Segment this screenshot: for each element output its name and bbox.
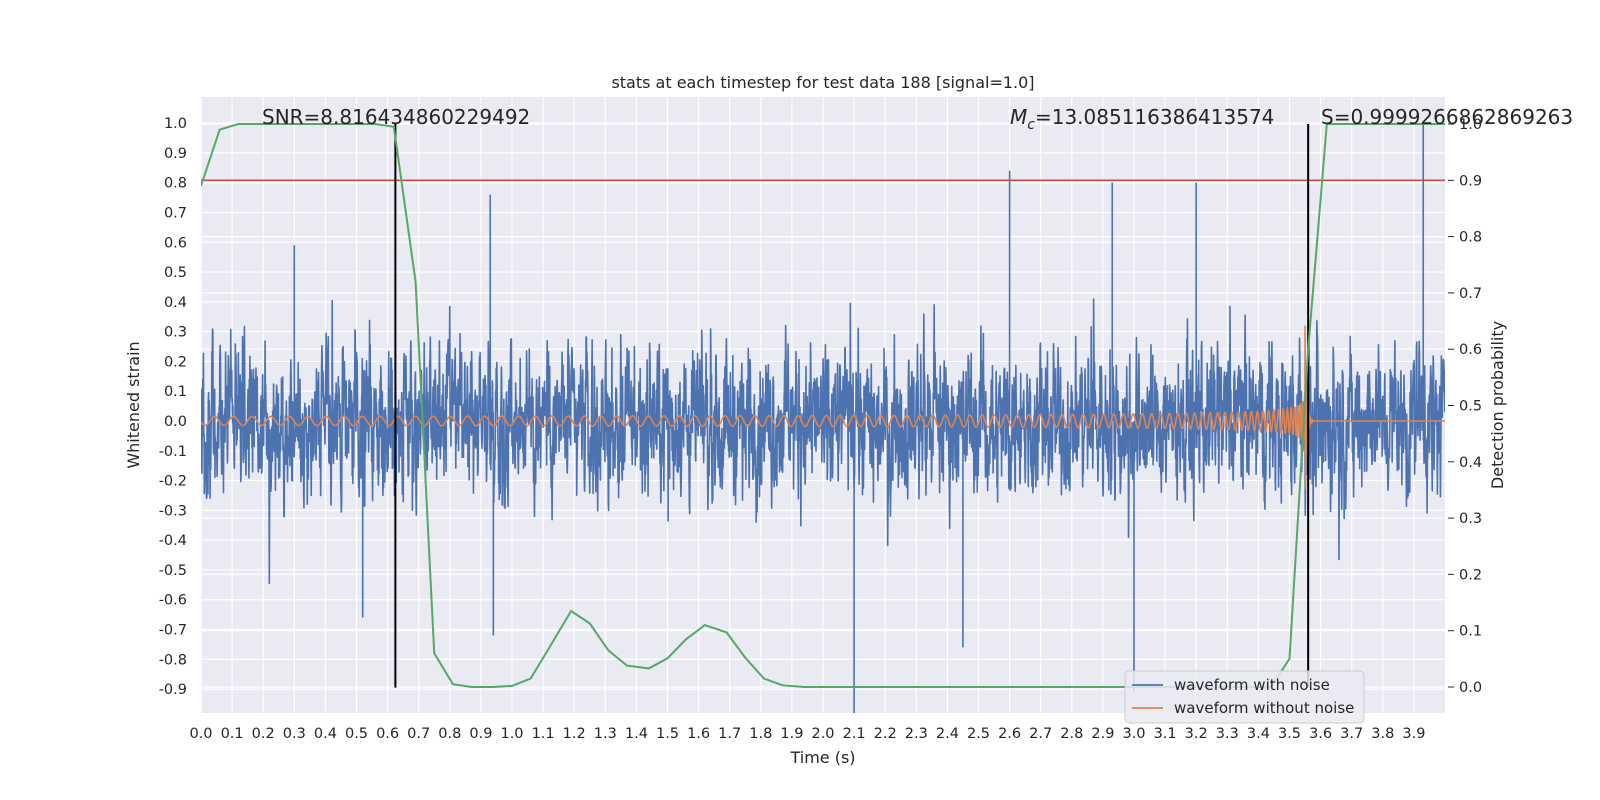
y-tick-label: -0.7 bbox=[159, 623, 187, 639]
s-annotation: S=0.9999266862869263 bbox=[1321, 105, 1573, 129]
x-tick-label: 3.4 bbox=[1247, 726, 1270, 742]
x-tick-label: 3.3 bbox=[1216, 726, 1239, 742]
x-tick-label: 3.6 bbox=[1309, 726, 1332, 742]
y-tick-label: 0.0 bbox=[164, 414, 187, 430]
y-tick-label: 0.8 bbox=[164, 176, 187, 192]
x-tick-label: 0.2 bbox=[252, 726, 275, 742]
y-tick-label: -0.3 bbox=[159, 503, 187, 519]
x-tick-label: 3.0 bbox=[1122, 726, 1145, 742]
y-tick-label: 0.4 bbox=[164, 295, 187, 311]
y2-tick-label: 0.1 bbox=[1459, 624, 1482, 640]
x-axis-label: Time (s) bbox=[789, 748, 855, 767]
x-tick-label: 3.2 bbox=[1185, 726, 1208, 742]
y-tick-label: 0.3 bbox=[164, 325, 187, 341]
mc-symbol: M bbox=[1010, 105, 1027, 129]
y2-tick-label: 1.0 bbox=[1459, 117, 1482, 133]
x-tick-label: 2.6 bbox=[998, 726, 1021, 742]
y-tick-label: 0.7 bbox=[164, 205, 187, 221]
series-waveform-with-noise bbox=[201, 123, 1445, 713]
y-tick-label: 0.5 bbox=[164, 265, 187, 281]
y2-axis-label: Detection probability bbox=[1488, 321, 1507, 489]
x-tick-label: 0.0 bbox=[189, 726, 212, 742]
x-tick-label: 1.3 bbox=[594, 726, 617, 742]
y-tick-label: 0.6 bbox=[164, 235, 187, 251]
x-tick-label: 0.8 bbox=[438, 726, 461, 742]
x-tick-label: 2.3 bbox=[905, 726, 928, 742]
x-tick-label: 0.9 bbox=[469, 726, 492, 742]
y-tick-label: -0.4 bbox=[159, 533, 187, 549]
x-tick-label: 3.5 bbox=[1278, 726, 1301, 742]
mc-subscript: c bbox=[1027, 117, 1035, 133]
x-tick-label: 1.5 bbox=[656, 726, 679, 742]
x-tick-label: 0.4 bbox=[314, 726, 337, 742]
snr-annotation: SNR=8.816434860229492 bbox=[262, 105, 530, 129]
x-tick-label: 2.8 bbox=[1060, 726, 1083, 742]
y-tick-label: -0.1 bbox=[159, 444, 187, 460]
x-tick-label: 2.4 bbox=[936, 726, 959, 742]
y-tick-label: -0.8 bbox=[159, 652, 187, 668]
y2-tick-label: 0.7 bbox=[1459, 286, 1482, 302]
y2-axis-ticks: 1.0 0.9 0.8 0.7 0.6 0.5 0.4 0.3 0.2 0.1 0.0 bbox=[1448, 117, 1482, 696]
y2-tick-label: 0.3 bbox=[1459, 511, 1482, 527]
y-tick-label: -0.9 bbox=[159, 682, 187, 698]
series-waveform-without-noise bbox=[201, 325, 1445, 490]
y2-tick-label: 0.2 bbox=[1459, 567, 1482, 583]
x-tick-label: 0.7 bbox=[407, 726, 430, 742]
y2-tick-label: 0.6 bbox=[1459, 342, 1482, 358]
legend-label-noise: waveform with noise bbox=[1174, 676, 1330, 694]
y-tick-label: 0.1 bbox=[164, 384, 187, 400]
x-axis-ticks: 0.0 0.1 0.2 0.3 0.4 0.5 0.6 0.7 0.8 0.9 1.0 1.1 1.2 1… bbox=[189, 726, 1425, 742]
y2-tick-label: 0.0 bbox=[1459, 680, 1482, 696]
y-tick-label: -0.2 bbox=[159, 474, 187, 490]
x-tick-label: 1.6 bbox=[687, 726, 710, 742]
y-tick-label: -0.5 bbox=[159, 563, 187, 579]
legend: waveform with noise waveform without noi… bbox=[1124, 670, 1365, 724]
y-tick-label: 1.0 bbox=[164, 116, 187, 132]
legend-box bbox=[1124, 670, 1365, 724]
y-tick-label: 0.9 bbox=[164, 146, 187, 162]
mc-annotation: Mc=13.085116386413574 bbox=[1010, 105, 1274, 133]
x-tick-label: 3.9 bbox=[1402, 726, 1425, 742]
x-tick-label: 1.2 bbox=[563, 726, 586, 742]
x-tick-label: 3.7 bbox=[1340, 726, 1363, 742]
y2-tick-label: 0.9 bbox=[1459, 173, 1482, 189]
x-tick-label: 1.0 bbox=[500, 726, 523, 742]
legend-label-clean: waveform without noise bbox=[1174, 699, 1354, 717]
x-tick-label: 2.2 bbox=[874, 726, 897, 742]
y2-tick-label: 0.5 bbox=[1459, 399, 1482, 415]
x-tick-label: 0.1 bbox=[221, 726, 244, 742]
y-tick-label: 0.2 bbox=[164, 354, 187, 370]
x-tick-label: 1.8 bbox=[749, 726, 772, 742]
x-tick-label: 3.1 bbox=[1154, 726, 1177, 742]
y2-tick-label: 0.8 bbox=[1459, 230, 1482, 246]
x-tick-label: 2.1 bbox=[843, 726, 866, 742]
x-tick-label: 0.3 bbox=[283, 726, 306, 742]
mc-value: =13.085116386413574 bbox=[1035, 105, 1274, 129]
y-tick-label: -0.6 bbox=[159, 593, 187, 609]
x-tick-label: 0.5 bbox=[345, 726, 368, 742]
y2-tick-label: 0.4 bbox=[1459, 455, 1482, 471]
x-tick-label: 1.7 bbox=[718, 726, 741, 742]
series-detection-probability bbox=[201, 123, 1445, 688]
x-tick-label: 2.9 bbox=[1091, 726, 1114, 742]
y-axis-ticks: 1.0 0.9 0.8 0.7 0.6 0.5 0.4 0.3 0.2 0.1 0.0 -0.1 -0.… bbox=[159, 116, 187, 698]
x-tick-label: 2.7 bbox=[1029, 726, 1052, 742]
y-axis-label: Whitened strain bbox=[124, 341, 143, 468]
x-tick-label: 2.5 bbox=[967, 726, 990, 742]
x-tick-label: 1.1 bbox=[532, 726, 555, 742]
x-tick-label: 0.6 bbox=[376, 726, 399, 742]
chart-title: stats at each timestep for test data 188… bbox=[611, 73, 1034, 92]
x-tick-label: 1.9 bbox=[780, 726, 803, 742]
x-tick-label: 1.4 bbox=[625, 726, 648, 742]
vertical-markers bbox=[394, 124, 1310, 688]
x-tick-label: 3.8 bbox=[1371, 726, 1394, 742]
x-tick-label: 2.0 bbox=[811, 726, 834, 742]
